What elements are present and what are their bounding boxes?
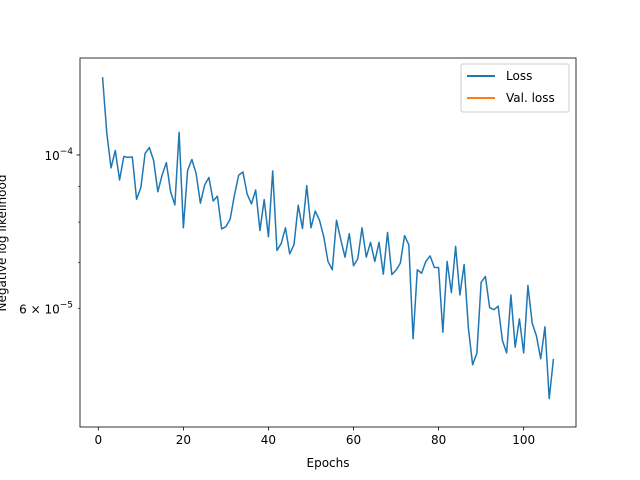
y-minor-tick-label: 6 × 10−5 bbox=[19, 301, 73, 317]
series-line-loss bbox=[101, 77, 555, 400]
x-tick-label: 0 bbox=[94, 433, 102, 447]
x-axis-label: Epochs bbox=[307, 456, 350, 470]
legend-label-val-loss: Val. loss bbox=[506, 91, 555, 105]
x-tick-label: 20 bbox=[176, 433, 191, 447]
legend: Loss Val. loss bbox=[460, 63, 570, 113]
x-tick-label: 100 bbox=[512, 433, 535, 447]
legend-label-loss: Loss bbox=[506, 69, 532, 83]
y-axis-label: Negative log likelihood bbox=[0, 175, 9, 312]
x-tick-label: 40 bbox=[261, 433, 276, 447]
series-lines bbox=[101, 77, 555, 400]
axes-frame bbox=[79, 57, 577, 428]
x-tick-label: 80 bbox=[431, 433, 446, 447]
x-tick-label: 60 bbox=[346, 433, 361, 447]
x-axis-ticks: 0 20 40 60 80 100 bbox=[94, 427, 535, 447]
y-axis-ticks: 10−4 6 × 10−5 bbox=[19, 147, 80, 317]
y-tick-label: 10−4 bbox=[44, 147, 73, 163]
